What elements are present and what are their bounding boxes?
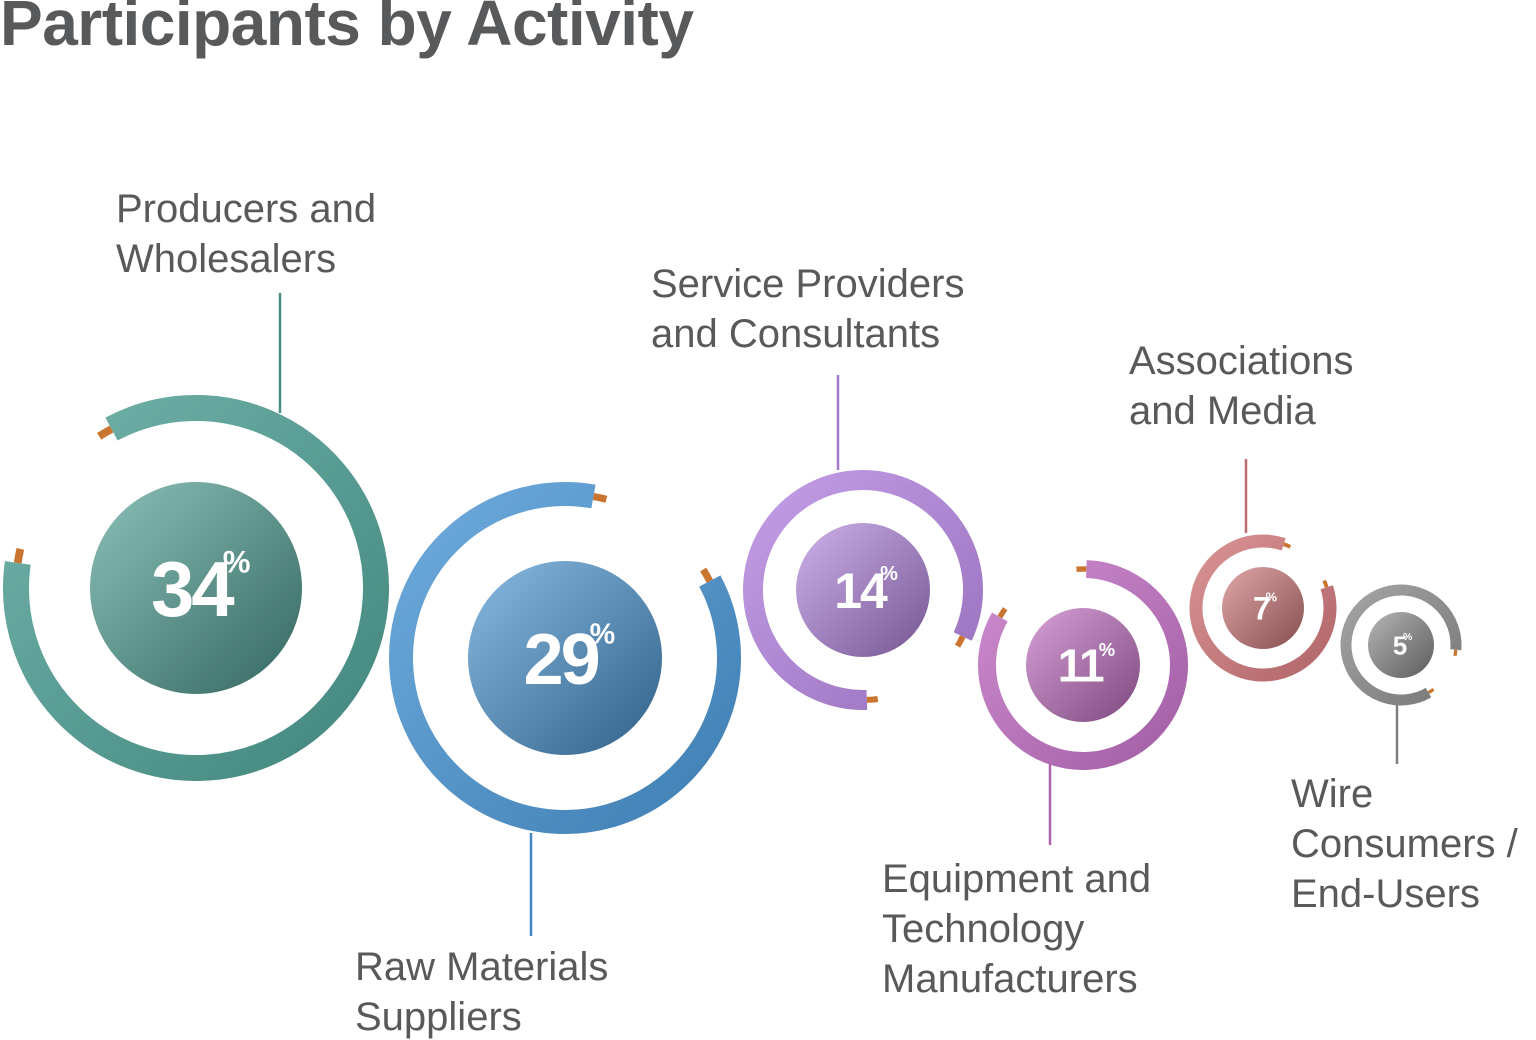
category-label: Wire Consumers / End-Users	[1291, 772, 1519, 916]
percent-sign: %	[590, 619, 616, 651]
percent-sign: %	[223, 544, 251, 579]
value-disc	[1026, 608, 1140, 722]
value-label: 14	[834, 563, 888, 619]
ring-wire	[1189, 534, 1337, 682]
wire-copper-end	[1283, 542, 1292, 549]
wire-copper-end	[1427, 687, 1435, 695]
wire-copper-end	[700, 567, 713, 583]
category-label: Producers and Wholesalers	[116, 187, 376, 281]
wire-copper-end	[997, 607, 1008, 619]
wire-copper-end	[13, 548, 25, 564]
category-label: Equipment and Technology Manufacturers	[882, 857, 1151, 1001]
value-label: 34	[151, 545, 234, 633]
wire-copper-end	[592, 492, 608, 503]
wire-copper-end	[1322, 579, 1329, 588]
percent-sign: %	[1403, 632, 1412, 643]
value-label: 7	[1253, 591, 1270, 627]
percent-sign: %	[1266, 590, 1278, 605]
ring-wire	[3, 395, 389, 781]
value-label: 11	[1058, 640, 1104, 692]
value-disc	[90, 482, 302, 694]
category-label: Raw Materials Suppliers	[355, 945, 608, 1039]
percent-sign: %	[1099, 639, 1115, 660]
wire-copper-end	[866, 696, 879, 703]
ring-wire	[978, 560, 1188, 770]
wire-copper-end	[954, 635, 966, 648]
value-disc	[796, 523, 930, 657]
ring-wire	[1340, 584, 1462, 706]
wire-copper-end	[1453, 649, 1458, 657]
percent-sign: %	[880, 563, 898, 585]
ring-wire	[388, 482, 741, 834]
ring-wire	[743, 470, 983, 710]
value-disc	[468, 561, 662, 755]
wire-copper-end	[97, 425, 114, 440]
category-label: Service Providers and Consultants	[651, 262, 964, 356]
value-disc	[1222, 567, 1304, 649]
chart-title: Participants by Activity	[0, 0, 694, 59]
value-disc	[1368, 612, 1434, 678]
category-label: Associations and Media	[1129, 339, 1354, 433]
value-label: 29	[524, 620, 599, 700]
value-label: 5	[1393, 630, 1407, 660]
